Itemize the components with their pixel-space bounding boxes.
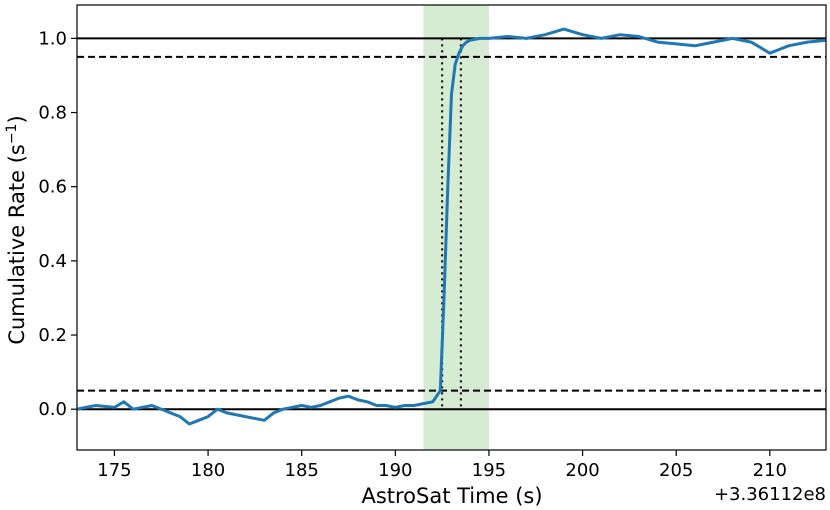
x-tick-label: 205 [659,460,693,481]
x-tick-label: 195 [472,460,506,481]
y-tick-label: 0.6 [38,177,67,198]
shaded-interval [423,5,489,450]
y-axis-title-suffix: ) [5,115,29,123]
series-line-0 [77,27,826,426]
y-axis-title-main: Cumulative Rate (s [5,144,29,345]
y-tick-label: 0.8 [38,103,67,124]
plot-layer [77,5,826,450]
x-tick-label: 185 [285,460,319,481]
y-axis-title-superscript: −1 [4,124,20,145]
plot-inner [77,5,826,450]
y-tick-label: 0.4 [38,251,67,272]
x-tick-label: 190 [378,460,412,481]
axis-layer: 175 180 185 190 195 200 205 210 0.0 0.2 0.4 0.6 0.8 1… [38,4,827,481]
y-tick-label: 0.0 [38,399,67,420]
x-tick-label: 200 [565,460,599,481]
y-tick-label: 0.2 [38,325,67,346]
x-offset-label: +3.36112e8 [714,484,826,505]
x-tick-label: 180 [191,460,225,481]
x-tick-label: 175 [97,460,131,481]
y-tick-label: 1.0 [38,28,67,49]
plot-frame [76,4,827,451]
x-tick-label: 210 [753,460,787,481]
y-axis-title: Cumulative Rate (s−1) [4,115,29,344]
x-axis-title: AstroSat Time (s) [361,484,542,508]
